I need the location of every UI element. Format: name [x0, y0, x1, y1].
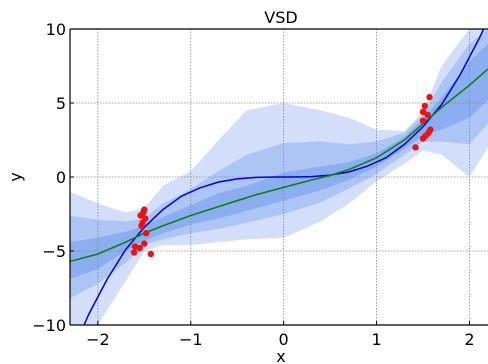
data-points [130, 93, 434, 258]
data-point [424, 111, 431, 119]
x-tick-label: −1 [179, 330, 203, 349]
data-point [426, 93, 433, 101]
y-tick-label: 10 [46, 20, 66, 39]
band-3 [70, 43, 488, 280]
data-point [131, 243, 139, 250]
y-tick-label: 0 [56, 168, 66, 187]
x-tick-label: −2 [86, 330, 110, 349]
data-point [419, 117, 427, 125]
data-point [419, 135, 427, 142]
data-point [130, 249, 138, 256]
y-tick-label: −5 [42, 242, 66, 261]
y-tick-label: 5 [56, 94, 66, 113]
band-2 [70, 29, 488, 299]
data-point [141, 240, 148, 247]
y-axis-label: y [6, 172, 25, 181]
chart-title: VSD [264, 8, 297, 27]
x-axis-label: x [276, 347, 285, 364]
x-tick-label: 0 [279, 330, 289, 349]
series-lines [70, 29, 488, 325]
data-point [143, 230, 150, 237]
x-tick-label: 1 [371, 330, 381, 349]
data-point [421, 102, 428, 110]
x-tick-label: 2 [464, 330, 474, 349]
y-tick-label: −10 [32, 316, 66, 335]
data-point [138, 222, 145, 229]
data-point [137, 212, 144, 219]
data-point [419, 108, 427, 116]
data-point [147, 250, 154, 258]
truth-line [83, 29, 485, 325]
data-point [412, 144, 419, 151]
